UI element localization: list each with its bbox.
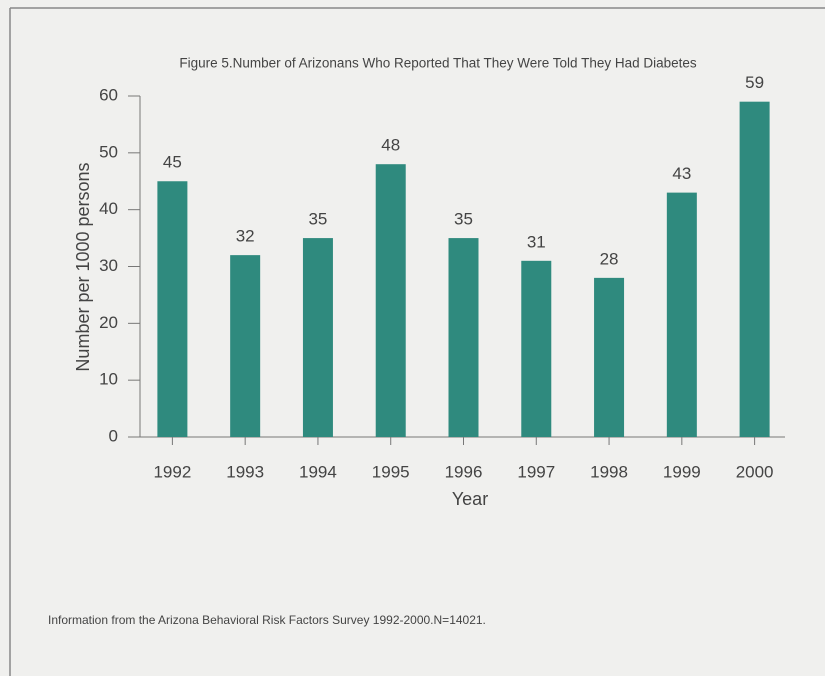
y-tick-label: 50 (99, 142, 118, 161)
bar (230, 255, 261, 437)
data-label: 43 (672, 164, 691, 183)
x-tick-label: 1998 (590, 462, 628, 481)
x-tick-label: 1994 (299, 462, 337, 481)
chart-title: Figure 5.Number of Arizonans Who Reporte… (179, 56, 697, 71)
y-tick-label: 0 (109, 426, 118, 445)
data-label: 31 (527, 232, 546, 251)
data-label: 48 (381, 136, 400, 155)
data-label: 28 (600, 249, 619, 268)
bar (302, 238, 333, 437)
x-axis-title: Year (452, 489, 488, 509)
bar (375, 164, 406, 437)
bar (521, 260, 552, 437)
x-tick-label: 1997 (517, 462, 555, 481)
x-tick-label: 1996 (445, 462, 483, 481)
bar (739, 101, 770, 437)
x-tick-label: 1999 (663, 462, 701, 481)
x-tick-label: 1993 (226, 462, 264, 481)
y-tick-label: 40 (99, 199, 118, 218)
y-tick-label: 10 (99, 370, 118, 389)
y-tick-label: 60 (99, 85, 118, 104)
data-label: 32 (236, 227, 255, 246)
data-label: 35 (308, 210, 327, 229)
bar (157, 181, 188, 437)
bar (666, 192, 697, 437)
x-tick-label: 2000 (736, 462, 774, 481)
data-label: 59 (745, 73, 764, 92)
x-tick-label: 1995 (372, 462, 410, 481)
footnote: Information from the Arizona Behavioral … (48, 613, 486, 627)
x-tick-label: 1992 (153, 462, 191, 481)
y-axis-title: Number per 1000 persons (73, 162, 93, 371)
y-tick-label: 20 (99, 313, 118, 332)
data-label: 35 (454, 210, 473, 229)
bar (594, 277, 625, 437)
bar (448, 238, 479, 437)
data-label: 45 (163, 153, 182, 172)
y-tick-label: 30 (99, 256, 118, 275)
